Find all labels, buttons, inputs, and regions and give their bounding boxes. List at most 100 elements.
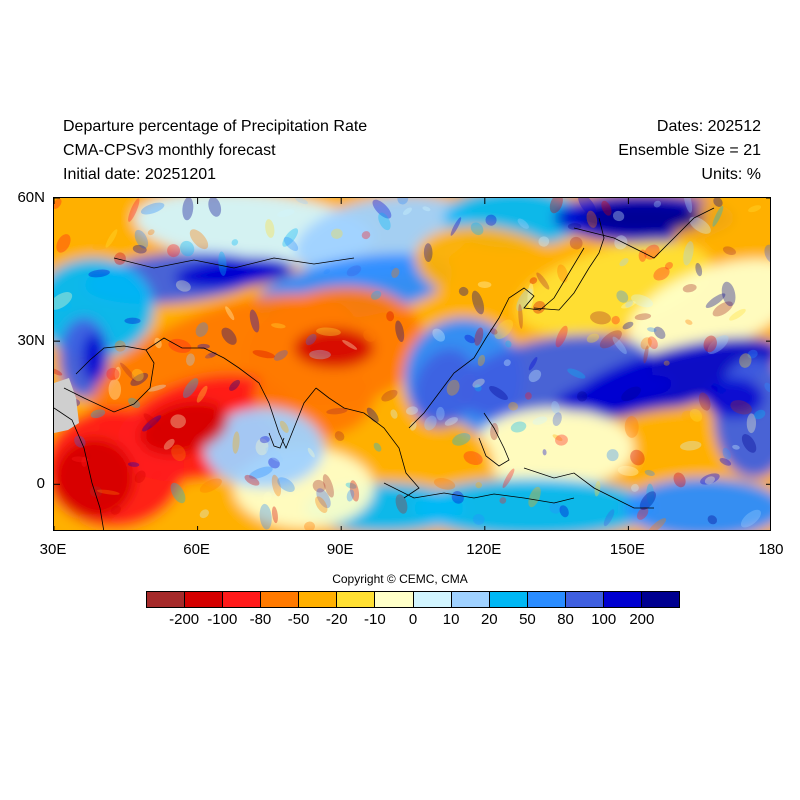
anomaly-blob bbox=[249, 309, 260, 333]
chart-title: Departure percentage of Precipitation Ra… bbox=[63, 118, 368, 135]
anomaly-blob bbox=[436, 406, 445, 421]
anomaly-blob bbox=[271, 323, 286, 329]
anomaly-blob bbox=[474, 408, 634, 488]
anomaly-blob bbox=[342, 339, 358, 350]
anomaly-blob bbox=[517, 218, 529, 229]
anomaly-blob bbox=[653, 326, 666, 339]
anomaly-blob bbox=[277, 209, 295, 218]
anomaly-blob bbox=[147, 384, 167, 392]
anomaly-blob bbox=[54, 438, 134, 518]
anomaly-blob bbox=[294, 328, 374, 368]
anomaly-blob bbox=[134, 470, 146, 484]
anomaly-blob bbox=[171, 444, 186, 462]
anomaly-blob bbox=[631, 294, 653, 308]
coastline-kamchatka bbox=[573, 207, 715, 259]
anomaly-blob bbox=[503, 359, 511, 367]
anomaly-blob bbox=[283, 236, 299, 252]
anomaly-blob bbox=[381, 389, 398, 402]
anomaly-blob bbox=[559, 505, 569, 518]
anomaly-blob bbox=[252, 350, 275, 359]
anomaly-blob bbox=[386, 311, 395, 322]
anomaly-blob bbox=[764, 244, 770, 264]
anomaly-blob bbox=[433, 478, 456, 490]
anomaly-blob bbox=[232, 431, 240, 454]
anomaly-blob bbox=[485, 214, 497, 226]
coastline-south-asia bbox=[145, 337, 317, 450]
anomaly-blob bbox=[586, 333, 600, 343]
anomaly-blob bbox=[555, 325, 568, 348]
anomaly-blob bbox=[54, 292, 73, 310]
anomaly-blob bbox=[199, 509, 209, 519]
anomaly-blob bbox=[315, 496, 328, 513]
anomaly-blob bbox=[395, 494, 408, 514]
anomaly-blob bbox=[391, 267, 400, 278]
anomaly-blob bbox=[56, 234, 71, 253]
anomaly-blob bbox=[199, 478, 222, 493]
anomaly-blob bbox=[180, 240, 195, 257]
anomaly-blob bbox=[268, 457, 280, 469]
anomaly-blob bbox=[625, 299, 633, 308]
anomaly-blob bbox=[282, 228, 299, 247]
anomaly-blob bbox=[271, 474, 282, 497]
anomaly-blob bbox=[249, 466, 273, 479]
lon-tick-label: 30E bbox=[39, 541, 67, 558]
colorbar-swatch bbox=[489, 592, 528, 607]
anomaly-blob bbox=[621, 386, 641, 402]
anomaly-blob bbox=[363, 329, 376, 342]
anomaly-blob bbox=[640, 337, 652, 350]
anomaly-blob bbox=[713, 198, 723, 207]
anomaly-blob bbox=[96, 489, 120, 495]
anomaly-blob bbox=[475, 482, 482, 489]
anomaly-blob bbox=[644, 469, 655, 476]
anomaly-blob bbox=[414, 478, 654, 530]
anomaly-blob bbox=[195, 322, 209, 337]
anomaly-blob bbox=[170, 482, 186, 504]
anomaly-blob bbox=[323, 269, 331, 275]
anomaly-blob bbox=[695, 262, 703, 277]
anomaly-blob bbox=[536, 272, 550, 290]
anomaly-blob bbox=[490, 423, 499, 441]
anomaly-blob bbox=[390, 409, 398, 419]
anomaly-blob bbox=[472, 514, 485, 525]
anomaly-blob bbox=[265, 447, 283, 463]
anomaly-blob bbox=[170, 414, 186, 429]
colorbar-swatch bbox=[527, 592, 566, 607]
anomaly-blob bbox=[505, 340, 512, 348]
anomaly-blob bbox=[143, 413, 162, 431]
anomaly-blob bbox=[423, 243, 433, 263]
anomaly-blob bbox=[705, 293, 726, 309]
anomaly-blob bbox=[730, 400, 752, 415]
anomaly-blob bbox=[612, 336, 627, 355]
anomaly-blob bbox=[630, 449, 645, 466]
anomaly-blob bbox=[603, 509, 615, 527]
anomaly-blob bbox=[182, 198, 194, 221]
anomaly-blob bbox=[555, 434, 568, 446]
anomaly-blob bbox=[474, 384, 482, 392]
anomaly-blob bbox=[273, 350, 288, 361]
anomaly-blob bbox=[648, 518, 667, 530]
anomaly-blob bbox=[663, 360, 670, 366]
colorbar-swatch bbox=[642, 592, 680, 607]
anomaly-blob bbox=[622, 321, 634, 330]
anomaly-blob bbox=[124, 317, 141, 324]
anomaly-blob bbox=[477, 354, 486, 367]
missing-data-patch bbox=[54, 378, 79, 433]
colorbar-label: 50 bbox=[519, 611, 536, 628]
anomaly-blob bbox=[244, 474, 260, 486]
anomaly-blob bbox=[683, 198, 693, 213]
anomaly-blob bbox=[463, 451, 483, 466]
anomaly-blob bbox=[395, 320, 405, 343]
lon-tick-label: 180 bbox=[758, 541, 784, 558]
anomaly-blob bbox=[606, 449, 619, 462]
anomaly-blob bbox=[499, 497, 507, 504]
anomaly-blob bbox=[474, 327, 484, 346]
anomaly-blob bbox=[472, 378, 485, 388]
anomaly-blob bbox=[366, 407, 379, 423]
lat-tick-label: 30N bbox=[17, 332, 45, 350]
anomaly-blob bbox=[295, 198, 308, 205]
anomaly-blob bbox=[740, 509, 762, 528]
anomaly-blob bbox=[120, 362, 137, 382]
anomaly-blob bbox=[464, 334, 476, 344]
anomaly-blob bbox=[346, 265, 362, 277]
anomaly-blob bbox=[477, 281, 492, 288]
